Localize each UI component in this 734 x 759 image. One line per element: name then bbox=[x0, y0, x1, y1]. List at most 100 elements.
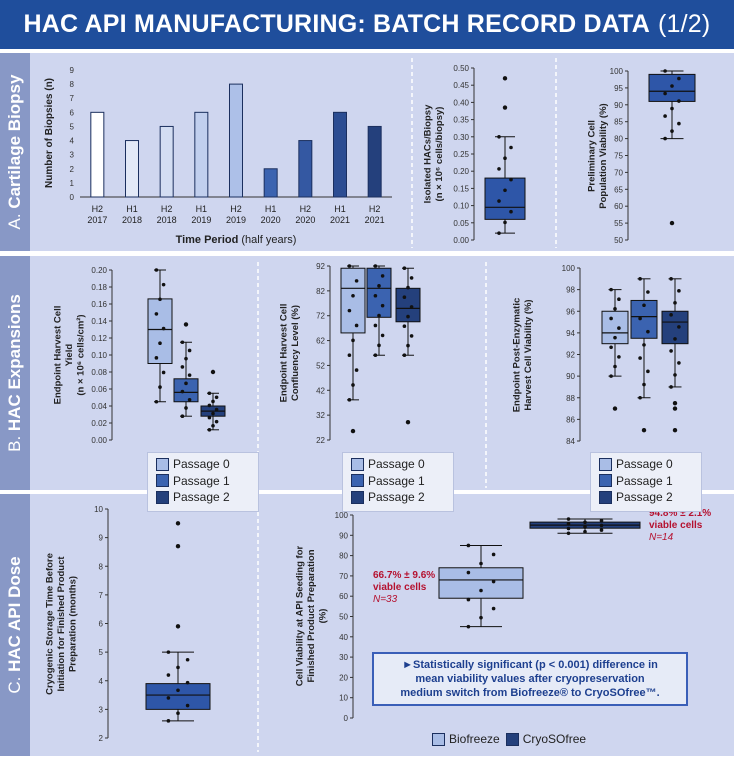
data-point bbox=[176, 665, 180, 670]
box-iqr bbox=[147, 298, 173, 364]
data-point bbox=[638, 356, 642, 360]
header-title: HAC API MANUFACTURING: BATCH RECORD DATA bbox=[23, 10, 651, 38]
data-point bbox=[663, 114, 667, 118]
data-point bbox=[583, 520, 587, 525]
y-tick-label: 10 bbox=[339, 694, 348, 703]
y-tick-label: 0.10 bbox=[91, 351, 107, 360]
data-point bbox=[354, 368, 359, 372]
data-point bbox=[677, 289, 681, 293]
data-point bbox=[409, 334, 414, 338]
y-tick-label: 82 bbox=[316, 287, 325, 296]
data-point bbox=[583, 529, 587, 534]
bar bbox=[263, 168, 278, 198]
data-point bbox=[207, 391, 212, 396]
outlier-point bbox=[210, 369, 216, 375]
y-axis-label: Preparation (months) bbox=[68, 576, 79, 672]
box-iqr bbox=[395, 287, 421, 323]
header-page-indicator: (1/2) bbox=[658, 10, 711, 38]
y-axis-label: Initiation for Finished Product bbox=[56, 556, 67, 692]
x-tick-label: H1 bbox=[265, 204, 277, 214]
legend-item: CryoSOfree bbox=[505, 732, 586, 746]
data-point bbox=[380, 333, 385, 338]
legend-post-enzymatic: Passage 0 Passage 1 Passage 2 bbox=[590, 452, 702, 512]
data-point bbox=[406, 314, 410, 319]
data-point bbox=[211, 411, 215, 416]
data-point bbox=[673, 337, 677, 341]
data-point bbox=[176, 711, 180, 715]
data-point bbox=[180, 340, 185, 345]
data-point bbox=[214, 419, 219, 424]
y-tick-label: 50 bbox=[614, 236, 623, 245]
outlier-point bbox=[405, 419, 411, 425]
data-point bbox=[497, 167, 501, 171]
y-tick-label: 4 bbox=[70, 137, 75, 146]
y-tick-label: 80 bbox=[339, 552, 348, 561]
y-tick-label: 70 bbox=[339, 572, 348, 581]
box-iqr bbox=[630, 299, 658, 339]
data-point bbox=[670, 106, 674, 111]
bar bbox=[367, 125, 382, 198]
y-tick-label: 0.16 bbox=[91, 300, 107, 309]
bar bbox=[298, 140, 313, 198]
x-tick-label: 2018 bbox=[157, 215, 177, 225]
legend-item: Passage 0 bbox=[156, 457, 230, 471]
data-point bbox=[347, 398, 352, 402]
data-point bbox=[158, 341, 162, 345]
x-tick-label: H2 bbox=[92, 204, 104, 214]
y-tick-label: 0.00 bbox=[453, 236, 469, 245]
data-point bbox=[677, 361, 681, 365]
y-tick-label: 3 bbox=[99, 705, 104, 714]
data-point bbox=[185, 680, 190, 685]
y-tick-label: 0.14 bbox=[91, 317, 107, 326]
significance-note: ►Statistically significant (p < 0.001) d… bbox=[372, 652, 688, 706]
data-point bbox=[184, 406, 188, 410]
data-point bbox=[599, 518, 604, 523]
y-tick-label: 22 bbox=[316, 436, 325, 445]
y-tick-label: 0.25 bbox=[453, 150, 469, 159]
data-point bbox=[642, 382, 646, 387]
data-point bbox=[373, 353, 378, 358]
legend-item: Passage 0 bbox=[351, 457, 425, 471]
data-point bbox=[677, 76, 681, 81]
data-point bbox=[609, 287, 613, 292]
y-tick-label: 0.35 bbox=[453, 116, 469, 125]
annotation-label: viable cells bbox=[373, 582, 427, 593]
y-tick-label: 0.45 bbox=[453, 81, 469, 90]
y-tick-label: 92 bbox=[316, 262, 325, 271]
data-point bbox=[663, 91, 667, 96]
data-point bbox=[479, 561, 483, 566]
y-tick-label: 62 bbox=[316, 337, 325, 346]
y-tick-label: 0.30 bbox=[453, 133, 469, 142]
data-point bbox=[642, 343, 646, 347]
data-point bbox=[677, 121, 681, 126]
outlier-point bbox=[175, 544, 181, 549]
outlier-point bbox=[502, 105, 508, 110]
legend-item: Biofreeze bbox=[432, 732, 500, 746]
x-tick-label: H1 bbox=[334, 204, 346, 214]
y-axis-label: Endpoint Post-Enzymatic bbox=[511, 298, 522, 413]
data-point bbox=[677, 99, 681, 103]
data-point bbox=[491, 606, 496, 611]
y-tick-label: 7 bbox=[99, 591, 104, 600]
y-tick-label: 6 bbox=[70, 108, 75, 117]
y-tick-label: 90 bbox=[566, 372, 575, 381]
data-point bbox=[211, 423, 215, 428]
legend-item: Passage 0 bbox=[599, 457, 673, 471]
data-point bbox=[161, 326, 166, 331]
data-point bbox=[184, 381, 188, 386]
outlier-point bbox=[350, 428, 356, 434]
y-tick-label: 42 bbox=[316, 386, 325, 395]
data-point bbox=[406, 285, 410, 290]
data-point bbox=[613, 307, 617, 311]
box-iqr bbox=[173, 378, 199, 403]
data-point bbox=[166, 673, 171, 677]
legend-yield: Passage 0 Passage 1 Passage 2 bbox=[147, 452, 259, 512]
y-axis-label: Yield bbox=[64, 344, 75, 367]
y-axis-label: Population Viability (%) bbox=[598, 103, 609, 208]
data-point bbox=[638, 316, 642, 321]
data-point bbox=[609, 316, 613, 321]
data-point bbox=[670, 84, 674, 88]
y-tick-label: 0.08 bbox=[91, 368, 107, 377]
